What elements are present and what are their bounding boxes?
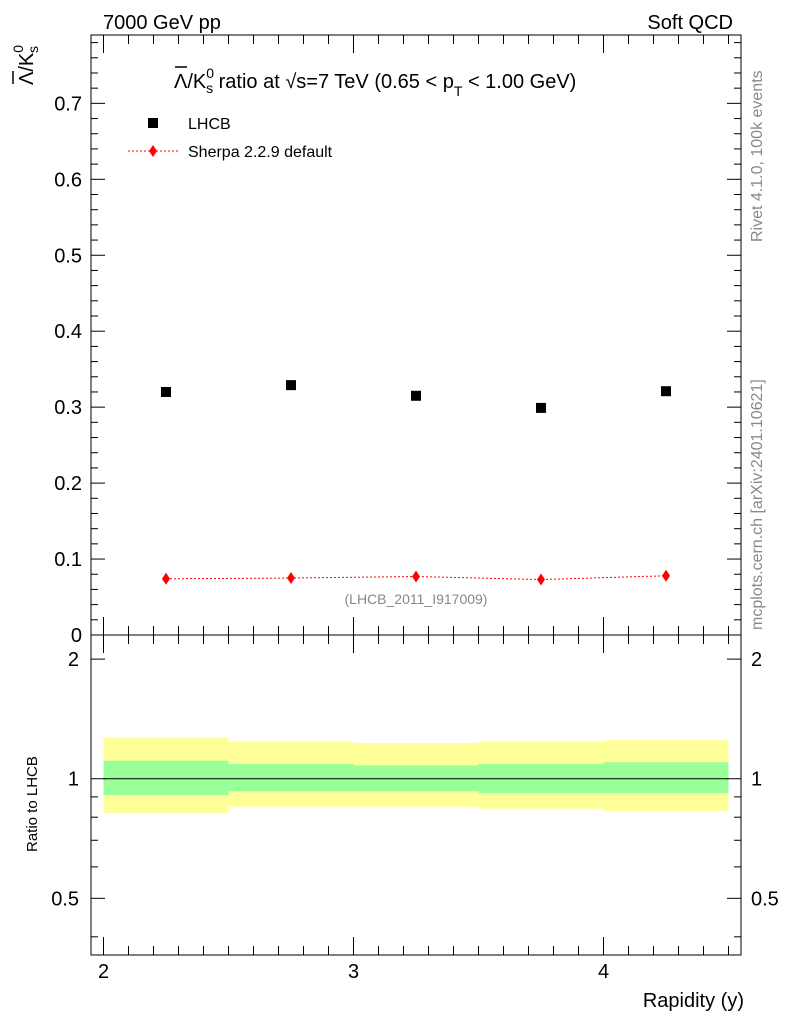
x-axis-label: Rapidity (y)	[643, 990, 744, 1012]
data-point-sherpa	[412, 570, 420, 583]
x-tick-labels: 2 3 4	[98, 961, 609, 983]
ratio-plot: 0.5 1 2 0.5 1 2 2 3 4 Ratio to LHCB Rapidity (…	[24, 634, 779, 1012]
ratio-ytick-label-right: 1	[751, 769, 762, 791]
ratio-y-label: Ratio to LHCB	[24, 756, 41, 852]
header-right: Soft QCD	[647, 12, 733, 34]
main-y-tick-labels: 0 0.1 0.2 0.3 0.4 0.5 0.6 0.7	[54, 93, 82, 647]
legend-marker-mc	[149, 145, 157, 157]
ylabel-lambda: Λ	[16, 71, 38, 85]
data-point-sherpa	[287, 572, 295, 585]
main-ytick-label: 0.3	[54, 397, 82, 419]
main-ytick-label: 0.1	[54, 549, 82, 571]
main-ytick-label: 0.5	[54, 245, 82, 267]
side-label-bottom: mcplots.cern.ch [arXiv:2401.10621]	[749, 379, 766, 630]
ratio-band-inner	[103, 760, 229, 795]
data-point-lhcb	[161, 386, 171, 397]
data-point-lhcb	[536, 402, 546, 413]
ratio-frame	[90, 634, 742, 956]
main-y-label: Λ/K0s	[10, 45, 41, 85]
ratio-ytick-label-left: 2	[68, 649, 79, 671]
watermark: (LHCB_2011_I917009)	[345, 591, 488, 607]
x-tick-label: 4	[598, 961, 609, 983]
data-point-lhcb	[661, 386, 671, 397]
title-k-sup: 0	[206, 65, 214, 81]
x-tick-label: 3	[348, 961, 359, 983]
title-rest: ratio at √s=7 TeV (0.65 < p	[213, 71, 454, 93]
main-plot: 00.10.20.30.40.50.60.7 Λ/K0 s ratio at √s…	[10, 34, 742, 813]
main-ytick-label: 0.2	[54, 473, 82, 495]
legend: LHCB Sherpa 2.2.9 default	[128, 116, 333, 161]
ratio-band-inner	[228, 763, 354, 792]
legend-marker-lhcb	[148, 118, 158, 128]
ylabel-sub: s	[25, 46, 41, 53]
x-tick-label: 2	[98, 961, 109, 983]
data-points	[161, 380, 671, 413]
title-lambda-bar: Λ	[174, 71, 188, 93]
header-left: 7000 GeV pp	[103, 12, 221, 34]
ratio-ytick-label-right: 0.5	[751, 888, 779, 910]
main-ytick-label: 0.6	[54, 169, 82, 191]
data-point-lhcb	[411, 390, 421, 401]
ratio-axis-ticks	[91, 635, 741, 955]
ratio-band-inner	[603, 762, 729, 794]
ylabel-sup: 0	[10, 45, 26, 53]
main-ytick-label: 0	[71, 625, 82, 647]
main-ytick-label: 0.4	[54, 321, 82, 343]
ratio-y-tick-labels-right: 0.5 1 2	[751, 649, 779, 910]
main-ytick-label: 0.7	[54, 93, 82, 115]
title-k: /K	[187, 71, 207, 93]
ratio-ytick-label-left: 0.5	[51, 888, 79, 910]
main-title: Λ/K0 s ratio at √s=7 TeV (0.65 < pT < 1.0…	[174, 65, 576, 99]
title-end: < 1.00 GeV)	[462, 71, 576, 93]
ratio-ytick-label-right: 2	[751, 649, 762, 671]
legend-label-mc: Sherpa 2.2.9 default	[188, 144, 333, 161]
data-point-sherpa	[162, 572, 170, 585]
ylabel-k: /K	[16, 52, 38, 72]
title-pt-sub: T	[454, 83, 463, 99]
ratio-y-tick-labels: 0.5 1 2	[51, 649, 79, 910]
mc-series-line	[165, 575, 667, 581]
data-point-lhcb	[286, 380, 296, 391]
mc-points	[162, 569, 670, 586]
title-k-sub: s	[206, 80, 213, 96]
ratio-ytick-label-left: 1	[68, 769, 79, 791]
ratio-bands	[103, 737, 729, 813]
data-point-sherpa	[662, 569, 670, 582]
legend-label-lhcb: LHCB	[188, 116, 231, 133]
side-label-top: Rivet 4.1.0, 100k events	[749, 70, 766, 242]
data-point-sherpa	[537, 573, 545, 586]
